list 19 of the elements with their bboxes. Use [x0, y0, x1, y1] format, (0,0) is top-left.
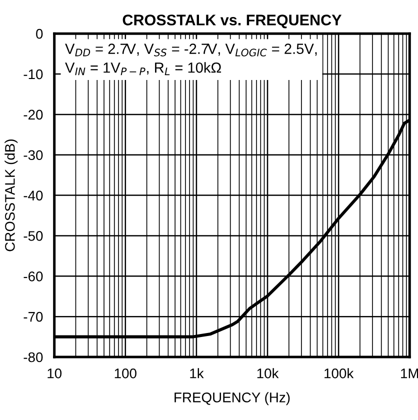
y-tick-label: -70 [24, 312, 43, 322]
y-tick-label: -30 [24, 150, 43, 160]
x-tick-label: 1k [190, 368, 204, 378]
x-tick-label: 1M [401, 368, 418, 378]
x-axis-title: FREQUENCY (Hz) [174, 392, 290, 406]
y-tick-label: -20 [24, 110, 43, 120]
x-tick-label: 10 [48, 368, 62, 378]
y-tick-label: -40 [24, 190, 43, 200]
x-tick-label: 100 [114, 368, 136, 378]
y-tick-label: -10 [24, 69, 43, 80]
y-tick-label: -80 [24, 352, 43, 362]
x-tick-label: 100k [324, 368, 354, 378]
y-tick-label: 0 [36, 28, 43, 39]
chart-title: CROSSTALK vs. FREQUENCY [122, 14, 342, 28]
y-axis-title: CROSSTALK (dB) [4, 140, 18, 252]
x-tick-label: 10k [257, 368, 279, 378]
text: V$_{DD}$ = 2.7V, V$_{SS}$ = -2.7V, V$_{LOGIC}$ = 2.5V, V$_{IN}$ = 1V$_{P−P}$, R$_{L}$ = 10kΩ [65, 44, 317, 76]
y-tick-label: -50 [24, 231, 43, 241]
y-tick-label: -60 [24, 271, 43, 282]
